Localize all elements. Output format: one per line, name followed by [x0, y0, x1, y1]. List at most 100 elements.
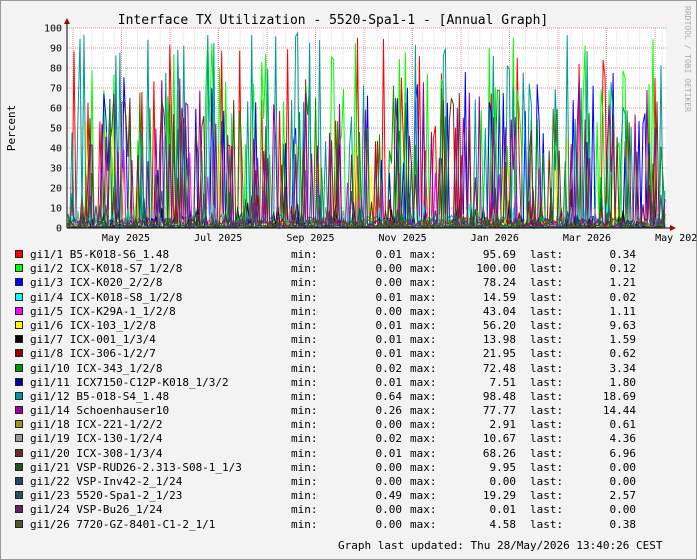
legend-series-name: gi1/18 ICX-221-1/2/2	[30, 418, 163, 432]
legend-swatch	[15, 491, 23, 500]
legend-max-value: 43.04	[482, 304, 516, 318]
legend-max-label: max:	[410, 318, 437, 332]
legend-min-label: min:	[291, 276, 318, 290]
legend-last-value: 2.57	[609, 489, 637, 503]
legend-last-value: 0.12	[609, 262, 637, 276]
legend-min-value: 0.00	[375, 517, 403, 531]
legend-series-name: gi1/7 ICX-001_1/3/4	[30, 333, 156, 347]
legend-max-label: max:	[410, 432, 437, 446]
legend-max-label: max:	[410, 446, 437, 460]
legend-swatch	[15, 320, 23, 329]
legend-min-label: min:	[291, 248, 318, 261]
legend-last-value: 1.21	[609, 276, 637, 290]
legend-row: gi1/23 5520-Spa1-2_1/23 min: 0.49 max: 19.29…	[14, 489, 694, 503]
legend-swatch	[15, 434, 23, 443]
legend-row: gi1/7 ICX-001_1/3/4 min: 0.01 max: 13.98 last…	[14, 333, 694, 347]
legend-last-label: last:	[530, 375, 564, 389]
legend-series-name: gi1/22 VSP-Inv42-2_1/24	[30, 475, 183, 488]
legend-max-label: max:	[410, 276, 437, 290]
legend-row: gi1/1 B5-K018-S6_1.48 min: 0.01 max: 95.69 la…	[14, 248, 694, 262]
legend-series-name: gi1/2 ICX-K018-S7_1/2/8	[30, 262, 183, 276]
legend-swatch	[15, 505, 23, 514]
legend-swatch	[15, 406, 23, 415]
legend-row: gi1/6 ICX-103_1/2/8 min: 0.01 max: 56.20 last…	[14, 319, 694, 333]
legend-swatch	[15, 349, 23, 358]
legend-row: gi1/20 ICX-308-1/3/4 min: 0.01 max: 68.26 las…	[14, 447, 694, 461]
x-axis-arrow	[670, 225, 676, 231]
legend-max-label: max:	[410, 404, 437, 418]
legend-max-label: max:	[410, 347, 437, 361]
legend-max-value: 78.24	[482, 276, 516, 290]
legend-last-label: last:	[530, 404, 564, 418]
legend-last-value: 1.11	[609, 304, 637, 318]
legend-series-name: gi1/19 ICX-130-1/2/4	[30, 432, 163, 446]
legend-min-value: 0.01	[375, 347, 403, 361]
legend-min-label: min:	[291, 318, 318, 332]
legend-min-label: min:	[291, 475, 318, 488]
y-tick-labels: 0 10 20 30 40 50 60 70 80 90 100	[44, 24, 62, 235]
legend-last-value: 1.80	[609, 375, 637, 389]
legend-min-label: min:	[291, 375, 318, 389]
legend-max-label: max:	[410, 361, 437, 375]
legend-max-value: 19.29	[482, 489, 516, 503]
legend-min-value: 0.02	[375, 361, 403, 375]
legend-row: gi1/5 ICX-K29A-1_1/2/8 min: 0.00 max: 43.04 l…	[14, 305, 694, 319]
legend-last-value: 0.00	[609, 460, 637, 474]
legend-last-label: last:	[530, 361, 564, 375]
legend-series-name: gi1/14 Schoenhauser10	[30, 404, 170, 418]
legend-min-value: 0.64	[375, 389, 403, 403]
legend-swatch	[15, 377, 23, 386]
legend-min-label: min:	[291, 304, 318, 318]
legend-last-label: last:	[530, 517, 564, 531]
legend-max-value: 77.77	[482, 404, 516, 418]
legend-min-label: min:	[291, 290, 318, 304]
legend-min-value: 0.26	[375, 404, 403, 418]
y-tick-label: 20	[50, 184, 62, 195]
utilization-chart: Interface TX Utilization - 5520-Spa1-1 -…	[5, 6, 697, 244]
legend-min-value: 0.00	[375, 262, 403, 276]
legend-max-label: max:	[410, 262, 437, 276]
x-tick-label: May 2025	[102, 233, 150, 244]
legend-min-label: min:	[291, 347, 318, 361]
legend-row: gi1/19 ICX-130-1/2/4 min: 0.02 max: 10.67 las…	[14, 432, 694, 446]
legend-max-value: 4.58	[489, 517, 517, 531]
legend-max-label: max:	[410, 489, 437, 503]
legend-series-name: gi1/26 7720-GZ-8401-C1-2_1/1	[30, 517, 216, 531]
legend: gi1/1 B5-K018-S6_1.48 min: 0.01 max: 95.69 la…	[14, 248, 694, 532]
legend-series-name: gi1/24 VSP-Bu26_1/24	[30, 503, 163, 517]
legend-min-label: min:	[291, 262, 318, 276]
legend-max-value: 10.67	[482, 432, 516, 446]
legend-min-label: min:	[291, 333, 318, 347]
legend-min-value: 0.00	[375, 304, 403, 318]
legend-row: gi1/3 ICX-K020_2/2/8 min: 0.00 max: 78.24 las…	[14, 276, 694, 290]
legend-row: gi1/21 VSP-RUD26-2.313-S08-1_1/3 min: 0.00…	[14, 461, 694, 475]
chart-title: Interface TX Utilization - 5520-Spa1-1 -…	[118, 13, 548, 28]
x-tick-label: Nov 2025	[379, 233, 427, 244]
legend-min-value: 0.00	[375, 276, 403, 290]
legend-min-label: min:	[291, 389, 318, 403]
legend-swatch	[15, 278, 23, 287]
y-tick-label: 0	[56, 224, 62, 235]
legend-series-name: gi1/1 B5-K018-S6_1.48	[30, 248, 170, 261]
legend-swatch	[15, 448, 23, 457]
y-tick-label: 60	[50, 104, 62, 115]
x-tick-label: Mar 2026	[563, 233, 611, 244]
x-tick-label: May 2026	[655, 233, 697, 244]
legend-last-value: 3.34	[609, 361, 637, 375]
legend-max-value: 13.98	[482, 333, 516, 347]
legend-last-label: last:	[530, 318, 564, 332]
legend-last-value: 1.59	[609, 333, 637, 347]
legend-max-label: max:	[410, 304, 437, 318]
series-line	[67, 190, 666, 229]
legend-min-label: min:	[291, 489, 318, 503]
x-tick-label: Sep 2025	[286, 233, 334, 244]
legend-series-name: gi1/23 5520-Spa1-2_1/23	[30, 489, 183, 503]
legend-last-value: 0.00	[609, 503, 637, 517]
legend-min-value: 0.02	[375, 432, 403, 446]
legend-min-label: min:	[291, 446, 318, 460]
legend-min-value: 0.49	[375, 489, 403, 503]
legend-series-name: gi1/10 ICX-343_1/2/8	[30, 361, 163, 375]
legend-last-label: last:	[530, 276, 564, 290]
y-tick-label: 40	[50, 144, 62, 155]
legend-min-label: min:	[291, 361, 318, 375]
